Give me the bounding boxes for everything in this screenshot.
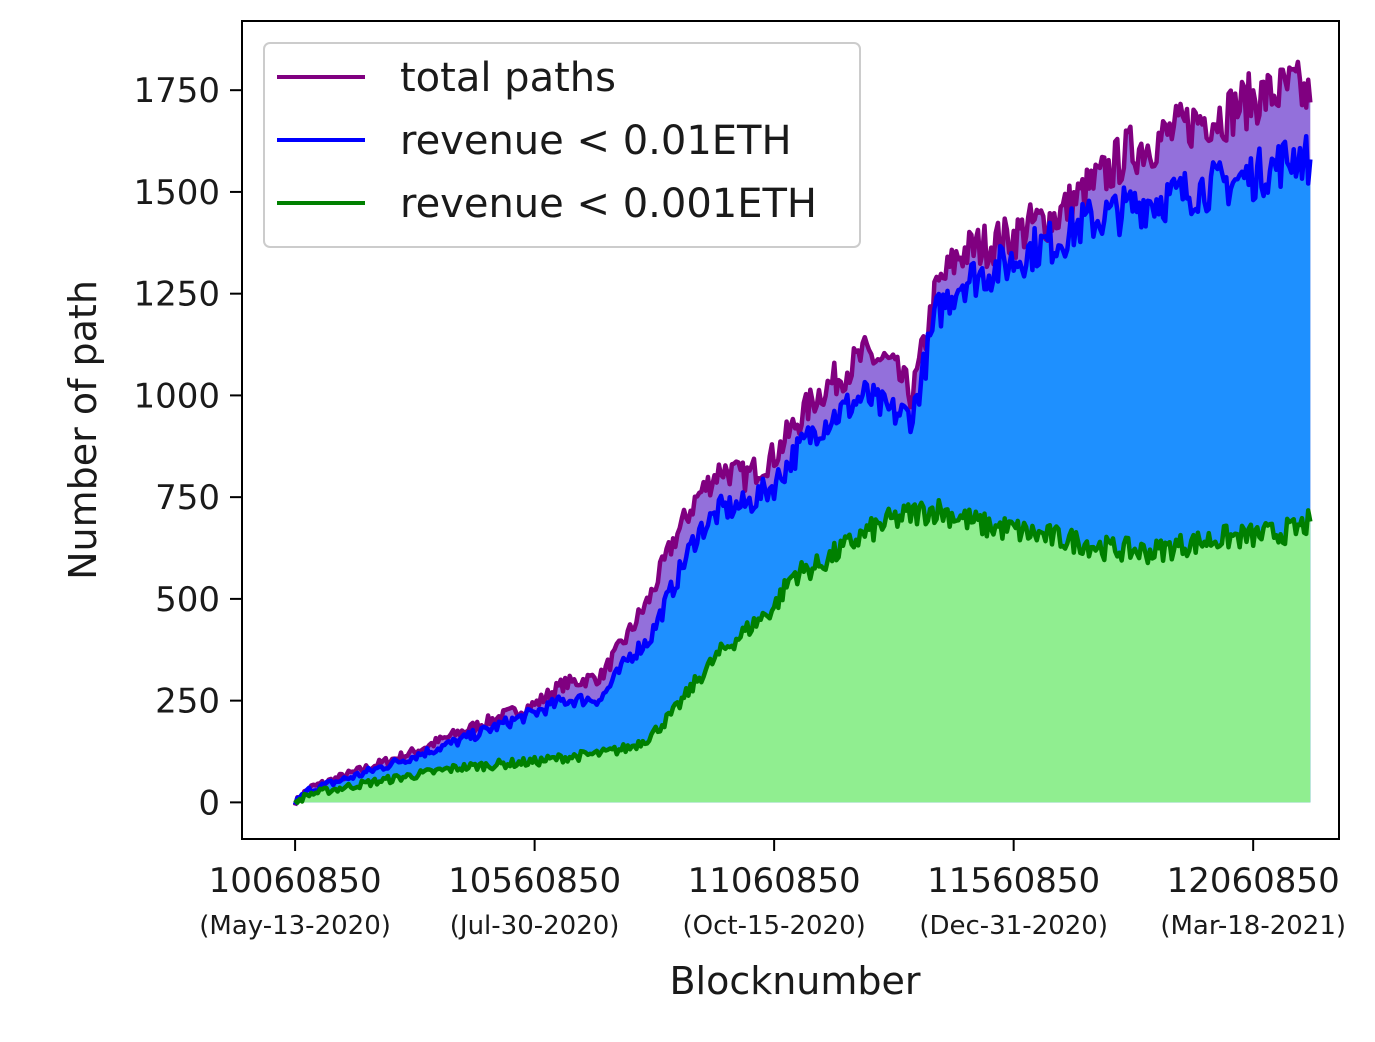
x-tick-date: (May-13-2020) — [199, 911, 391, 941]
y-tick-label: 0 — [198, 783, 220, 823]
legend-label-3: revenue < 0.001ETH — [400, 181, 817, 227]
x-tick-date: (Jul-30-2020) — [450, 911, 620, 941]
x-axis: 10060850 (May-13-2020) 10560850 (Jul-30-202… — [199, 839, 1346, 941]
y-tick-label: 1000 — [133, 376, 220, 416]
y-tick-label: 250 — [155, 682, 220, 722]
series-lines — [292, 59, 1313, 807]
x-tick-label: 12060850 — [1167, 861, 1340, 901]
y-tick-label: 1250 — [133, 275, 220, 315]
y-tick-label: 1750 — [133, 71, 220, 111]
y-tick-label: 500 — [155, 580, 220, 620]
x-tick-label: 11560850 — [927, 861, 1100, 901]
x-tick-date: (Dec-31-2020) — [919, 911, 1108, 941]
x-tick-label: 10560850 — [448, 861, 621, 901]
y-axis: 0 250 500 750 1000 1250 1500 1750 — [133, 71, 242, 823]
legend-label-1: total paths — [400, 55, 616, 101]
line-series-1 — [292, 59, 1313, 807]
plot-frame — [241, 20, 1340, 840]
legend: total paths revenue < 0.01ETH revenue < 0.… — [263, 42, 861, 248]
x-tick-label: 11060850 — [688, 861, 861, 901]
y-tick-label: 1500 — [133, 173, 220, 213]
area-series-3 — [295, 500, 1311, 803]
x-tick-date: (Oct-15-2020) — [683, 911, 866, 941]
legend-label-2: revenue < 0.01ETH — [400, 118, 792, 164]
legend-box — [263, 42, 861, 248]
x-axis-title: Blocknumber — [669, 959, 920, 1003]
y-tick-label: 750 — [155, 478, 220, 518]
line-series-2 — [292, 133, 1313, 806]
line-series-3 — [293, 497, 1313, 805]
x-tick-date: (Mar-18-2021) — [1160, 911, 1346, 941]
x-tick-label: 10060850 — [209, 861, 382, 901]
y-axis-title: Number of path — [61, 280, 105, 580]
